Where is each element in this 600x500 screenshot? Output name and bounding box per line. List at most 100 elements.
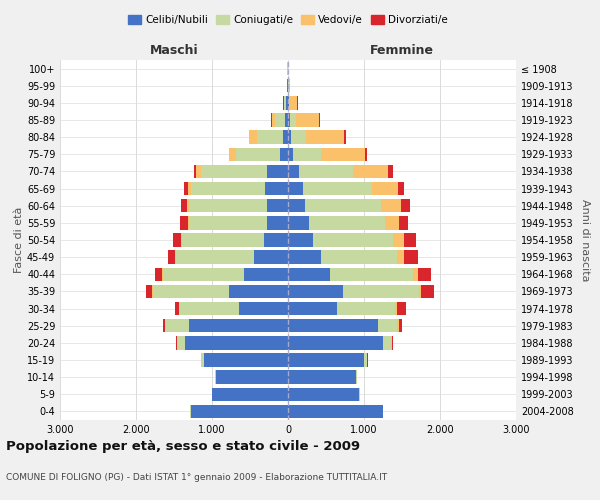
Bar	[401, 199, 410, 212]
Bar	[388, 164, 392, 178]
Bar	[152, 284, 153, 298]
Bar	[215, 370, 216, 384]
Bar	[162, 268, 163, 281]
Bar	[290, 130, 306, 144]
Text: Maschi: Maschi	[149, 44, 199, 57]
Bar	[290, 96, 297, 110]
Bar	[371, 182, 398, 196]
Bar	[191, 182, 265, 196]
Bar	[296, 114, 319, 126]
Bar	[153, 284, 229, 298]
Bar	[385, 216, 398, 230]
Bar	[393, 234, 404, 246]
Bar	[288, 336, 383, 349]
Bar	[288, 319, 377, 332]
Bar	[288, 216, 308, 230]
Bar	[194, 164, 196, 178]
Bar	[391, 336, 392, 349]
Bar	[267, 164, 288, 178]
Bar	[398, 216, 409, 230]
Y-axis label: Fasce di età: Fasce di età	[14, 207, 24, 273]
Bar	[236, 148, 280, 161]
Bar	[398, 182, 404, 196]
Bar	[288, 234, 313, 246]
Bar	[189, 216, 267, 230]
Bar	[229, 148, 236, 161]
Bar	[180, 216, 188, 230]
Bar	[288, 284, 343, 298]
Bar	[382, 199, 401, 212]
Bar	[284, 114, 288, 126]
Bar	[196, 164, 200, 178]
Bar	[306, 130, 344, 144]
Bar	[272, 114, 275, 126]
Bar	[263, 234, 288, 246]
Bar	[155, 268, 162, 281]
Text: COMUNE DI FOLIGNO (PG) - Dati ISTAT 1° gennaio 2009 - Elaborazione TUTTITALIA.IT: COMUNE DI FOLIGNO (PG) - Dati ISTAT 1° g…	[6, 473, 387, 482]
Bar	[288, 130, 290, 144]
Bar	[313, 234, 393, 246]
Bar	[288, 404, 383, 418]
Bar	[189, 319, 288, 332]
Bar	[290, 114, 296, 126]
Legend: Celibi/Nubili, Coniugati/e, Vedovi/e, Divorziati/e: Celibi/Nubili, Coniugati/e, Vedovi/e, Di…	[128, 15, 448, 25]
Bar	[404, 234, 416, 246]
Bar	[289, 79, 290, 92]
Bar	[189, 199, 267, 212]
Bar	[392, 336, 394, 349]
Bar	[289, 96, 290, 110]
Bar	[216, 370, 288, 384]
Bar	[267, 216, 288, 230]
Bar	[395, 302, 397, 316]
Bar	[280, 148, 288, 161]
Bar	[288, 148, 293, 161]
Bar	[288, 164, 299, 178]
Bar	[365, 148, 367, 161]
Bar	[184, 182, 188, 196]
Bar	[254, 250, 288, 264]
Bar	[288, 370, 356, 384]
Bar	[287, 79, 288, 92]
Bar	[421, 284, 434, 298]
Bar	[191, 404, 288, 418]
Bar	[293, 148, 322, 161]
Bar	[288, 250, 320, 264]
Bar	[257, 130, 283, 144]
Bar	[288, 182, 303, 196]
Bar	[413, 268, 418, 281]
Y-axis label: Anni di nascita: Anni di nascita	[580, 198, 590, 281]
Bar	[163, 268, 244, 281]
Bar	[303, 182, 371, 196]
Bar	[397, 250, 404, 264]
Bar	[163, 319, 164, 332]
Bar	[337, 302, 395, 316]
Bar	[175, 250, 176, 264]
Bar	[288, 388, 359, 401]
Bar	[239, 302, 288, 316]
Bar	[344, 130, 346, 144]
Bar	[353, 164, 388, 178]
Bar	[399, 319, 402, 332]
Bar	[175, 302, 179, 316]
Bar	[283, 130, 288, 144]
Bar	[330, 268, 413, 281]
Bar	[176, 250, 254, 264]
Bar	[343, 284, 419, 298]
Bar	[322, 148, 365, 161]
Bar	[185, 336, 288, 349]
Bar	[308, 216, 385, 230]
Bar	[267, 199, 288, 212]
Bar	[288, 114, 290, 126]
Bar	[404, 250, 418, 264]
Bar	[177, 336, 185, 349]
Bar	[146, 284, 152, 298]
Bar	[364, 354, 367, 366]
Bar	[212, 388, 288, 401]
Bar	[288, 268, 330, 281]
Bar	[377, 319, 397, 332]
Bar	[288, 96, 289, 110]
Bar	[288, 354, 364, 366]
Bar	[397, 302, 406, 316]
Bar	[286, 96, 288, 110]
Bar	[397, 319, 399, 332]
